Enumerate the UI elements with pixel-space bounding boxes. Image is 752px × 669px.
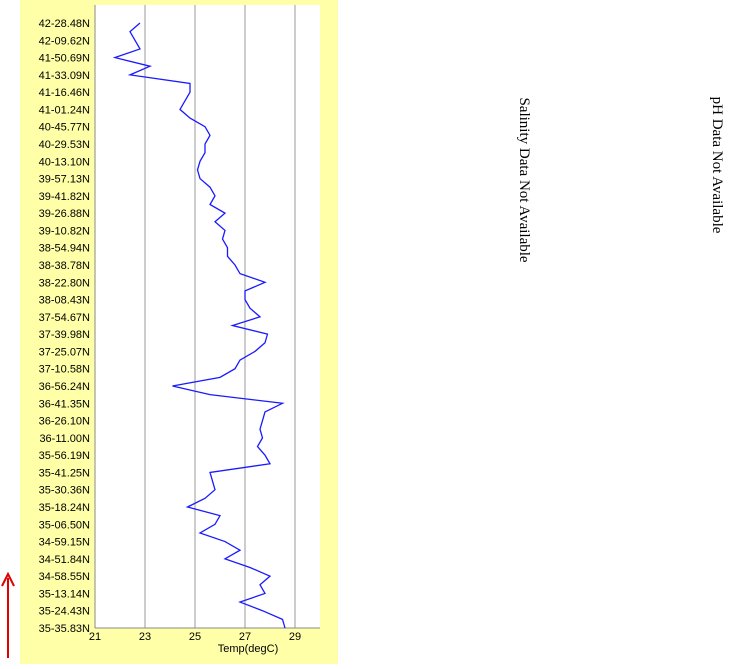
plot-area (95, 5, 320, 628)
y-tick-label: 42-28.48N (39, 18, 90, 30)
y-tick-label: 34-58.55N (39, 571, 90, 583)
ph-note: pH Data Not Available (709, 97, 725, 234)
x-tick-label: 29 (289, 631, 301, 643)
temp-line (112, 22, 286, 629)
y-tick-label: 39-57.13N (39, 174, 90, 186)
x-axis-title: Temp(degC) (218, 643, 279, 655)
y-tick-label: 40-13.10N (39, 156, 90, 168)
y-tick-label: 37-10.58N (39, 364, 90, 376)
y-tick-label: 39-41.82N (39, 191, 90, 203)
y-tick-label: 35-41.25N (39, 467, 90, 479)
y-tick-label: 39-10.82N (39, 225, 90, 237)
y-tick-label: 42-09.62N (39, 35, 90, 47)
y-tick-label: 37-54.67N (39, 312, 90, 324)
y-tick-label: 35-18.24N (39, 502, 90, 514)
y-tick-label: 40-29.53N (39, 139, 90, 151)
y-tick-label: 36-11.00N (39, 433, 90, 445)
y-tick-label: 35-13.14N (39, 588, 90, 600)
y-tick-label: 35-06.50N (39, 519, 90, 531)
y-tick-label: 36-41.35N (39, 398, 90, 410)
y-tick-label: 37-25.07N (39, 346, 90, 358)
y-tick-label: 41-16.46N (39, 87, 90, 99)
y-tick-label: 41-33.09N (39, 70, 90, 82)
x-tick-label: 21 (89, 631, 101, 643)
y-tick-label: 34-51.84N (39, 554, 90, 566)
x-tick-label: 27 (239, 631, 251, 643)
y-tick-label: 38-22.80N (39, 277, 90, 289)
y-tick-label: 38-38.78N (39, 260, 90, 272)
y-tick-label: 41-01.24N (39, 104, 90, 116)
y-tick-label: 36-26.10N (39, 416, 90, 428)
y-tick-label: 35-30.36N (39, 485, 90, 497)
y-tick-label: 35-24.43N (39, 606, 90, 618)
y-tick-label: 35-56.19N (39, 450, 90, 462)
arrow-head (1, 571, 15, 587)
y-tick-label: 38-54.94N (39, 243, 90, 255)
y-tick-label: 37-39.98N (39, 329, 90, 341)
y-tick-label: 39-26.88N (39, 208, 90, 220)
y-tick-label: 34-59.15N (39, 537, 90, 549)
salinity-note: Salinity Data Not Available (516, 97, 532, 262)
y-tick-label: 38-08.43N (39, 295, 90, 307)
y-tick-label: 36-56.24N (39, 381, 90, 393)
y-tick-label: 40-45.77N (39, 122, 90, 134)
y-tick-label: 41-50.69N (39, 53, 90, 65)
y-tick-label: 35-35.83N (39, 623, 90, 635)
x-tick-label: 25 (189, 631, 201, 643)
x-tick-label: 23 (139, 631, 151, 643)
